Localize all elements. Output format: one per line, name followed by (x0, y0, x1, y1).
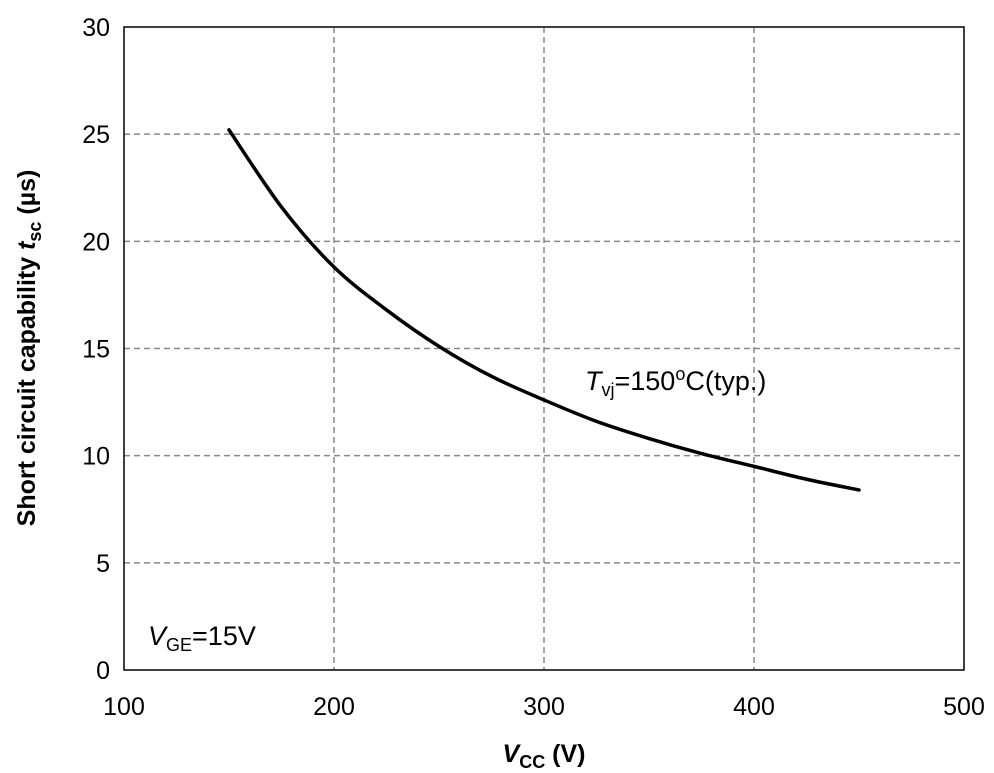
x-axis-subscript: CC (519, 752, 545, 772)
tvj-superscript: o (675, 364, 685, 384)
y-tick-label: 0 (96, 657, 110, 685)
vge-annotation: VGE=15V (148, 621, 256, 655)
y-tick-label: 10 (82, 443, 110, 471)
x-axis-label: VCC (V) (503, 740, 586, 772)
y-axis-subscript: sc (25, 222, 45, 242)
y-tick-label: 20 (82, 228, 110, 256)
y-axis-prefix: Short circuit capability (13, 250, 41, 526)
x-tick-labels: 100 200 300 400 500 (103, 693, 985, 721)
x-axis-unit: (V) (545, 740, 585, 768)
y-tick-label: 30 (82, 14, 110, 42)
vge-value: =15V (192, 621, 256, 651)
x-tick-label: 300 (523, 693, 565, 721)
y-tick-label: 25 (82, 121, 110, 149)
y-axis-unit: (µs) (13, 170, 41, 222)
y-tick-label: 15 (82, 336, 110, 364)
vge-subscript: GE (166, 635, 192, 655)
vge-symbol: V (148, 621, 169, 651)
x-axis-symbol: V (503, 740, 522, 768)
tvj-symbol: T (585, 366, 604, 396)
tvj-subscript: vj (602, 380, 615, 400)
x-tick-label: 500 (943, 693, 985, 721)
tvj-suffix: C(typ.) (685, 366, 766, 396)
x-tick-label: 400 (733, 693, 775, 721)
x-tick-label: 100 (103, 693, 145, 721)
series-group (227, 128, 861, 492)
grid-lines (124, 27, 964, 670)
y-axis-symbol: t (13, 240, 41, 250)
tvj-annotation: Tvj=150oC(typ.) (585, 364, 766, 400)
y-axis-label: Short circuit capability tsc (µs) (13, 170, 45, 527)
tsc-curve (227, 128, 861, 492)
tvj-value: =150 (615, 366, 676, 396)
y-tick-labels: 0 5 10 15 20 25 30 (82, 14, 110, 685)
x-tick-label: 200 (313, 693, 355, 721)
plot-area-frame (123, 26, 965, 671)
y-tick-label: 5 (96, 550, 110, 578)
